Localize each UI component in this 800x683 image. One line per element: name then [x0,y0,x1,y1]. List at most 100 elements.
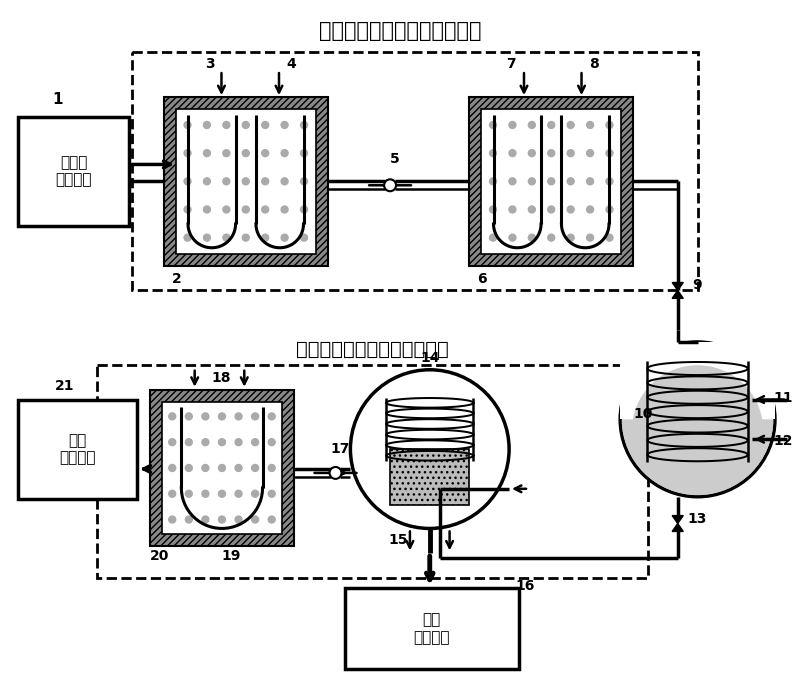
Circle shape [235,413,242,420]
Circle shape [606,178,613,185]
Circle shape [169,490,176,497]
Circle shape [223,178,230,185]
Text: 热化学变压解吸复合储能装置: 热化学变压解吸复合储能装置 [318,20,482,40]
Circle shape [203,122,210,128]
Circle shape [184,234,191,241]
Circle shape [548,234,554,241]
Circle shape [567,122,574,128]
Polygon shape [672,283,683,290]
Text: 11: 11 [774,391,793,404]
Circle shape [242,122,250,128]
Circle shape [202,464,209,471]
Text: 8: 8 [590,57,599,71]
Circle shape [548,178,554,185]
Circle shape [184,150,191,156]
Polygon shape [672,516,683,523]
Bar [390,449,470,505]
Circle shape [268,490,275,497]
Text: 5: 5 [390,152,400,167]
Circle shape [218,464,226,471]
Circle shape [252,516,258,523]
Circle shape [203,178,210,185]
Text: 13: 13 [688,512,707,525]
Circle shape [509,178,516,185]
Circle shape [301,122,307,128]
Circle shape [567,206,574,213]
Circle shape [490,150,497,156]
Circle shape [202,413,209,420]
Circle shape [301,206,307,213]
Circle shape [262,150,269,156]
Circle shape [262,122,269,128]
Circle shape [490,122,497,128]
Circle shape [567,150,574,156]
Circle shape [235,516,242,523]
Circle shape [509,206,516,213]
Text: 17: 17 [331,442,350,456]
Circle shape [235,464,242,471]
Text: 9: 9 [693,279,702,292]
Polygon shape [672,290,683,298]
Text: 3: 3 [205,57,214,71]
Text: 14: 14 [420,351,439,365]
Circle shape [186,490,192,497]
Circle shape [528,150,535,156]
Circle shape [490,206,497,213]
Text: 外界
冷用户端: 外界 冷用户端 [414,613,450,645]
Text: 20: 20 [150,549,170,563]
Text: 6: 6 [478,272,487,285]
Wedge shape [622,419,774,495]
Text: 1: 1 [53,92,63,107]
Circle shape [223,234,230,241]
Circle shape [509,234,516,241]
Text: 4: 4 [286,57,296,71]
Circle shape [509,150,516,156]
Bar [346,588,519,669]
Circle shape [490,234,497,241]
Bar [620,342,775,419]
Circle shape [202,516,209,523]
Text: 15: 15 [388,533,408,547]
Circle shape [235,490,242,497]
Circle shape [203,150,210,156]
Text: 12: 12 [774,434,793,448]
Circle shape [301,234,307,241]
Circle shape [169,516,176,523]
Text: 19: 19 [222,549,241,563]
Polygon shape [672,523,683,531]
Bar [98,365,648,578]
Text: 7: 7 [506,57,516,71]
Circle shape [186,438,192,445]
Circle shape [262,206,269,213]
Circle shape [223,122,230,128]
Circle shape [218,516,226,523]
Circle shape [606,150,613,156]
Circle shape [262,234,269,241]
Circle shape [262,178,269,185]
Bar [162,402,282,534]
Circle shape [186,413,192,420]
Circle shape [203,206,210,213]
Circle shape [268,516,275,523]
Circle shape [184,122,191,128]
Circle shape [203,234,210,241]
Bar [482,109,621,253]
Circle shape [281,234,288,241]
Circle shape [281,206,288,213]
Circle shape [202,438,209,445]
Circle shape [281,122,288,128]
Circle shape [169,413,176,420]
Circle shape [586,234,594,241]
Circle shape [169,464,176,471]
Circle shape [606,206,613,213]
Circle shape [281,150,288,156]
Text: 10: 10 [634,407,653,421]
Circle shape [184,206,191,213]
Circle shape [252,464,258,471]
Circle shape [242,178,250,185]
Circle shape [252,438,258,445]
Circle shape [186,464,192,471]
Circle shape [301,150,307,156]
Circle shape [242,206,250,213]
Circle shape [528,122,535,128]
